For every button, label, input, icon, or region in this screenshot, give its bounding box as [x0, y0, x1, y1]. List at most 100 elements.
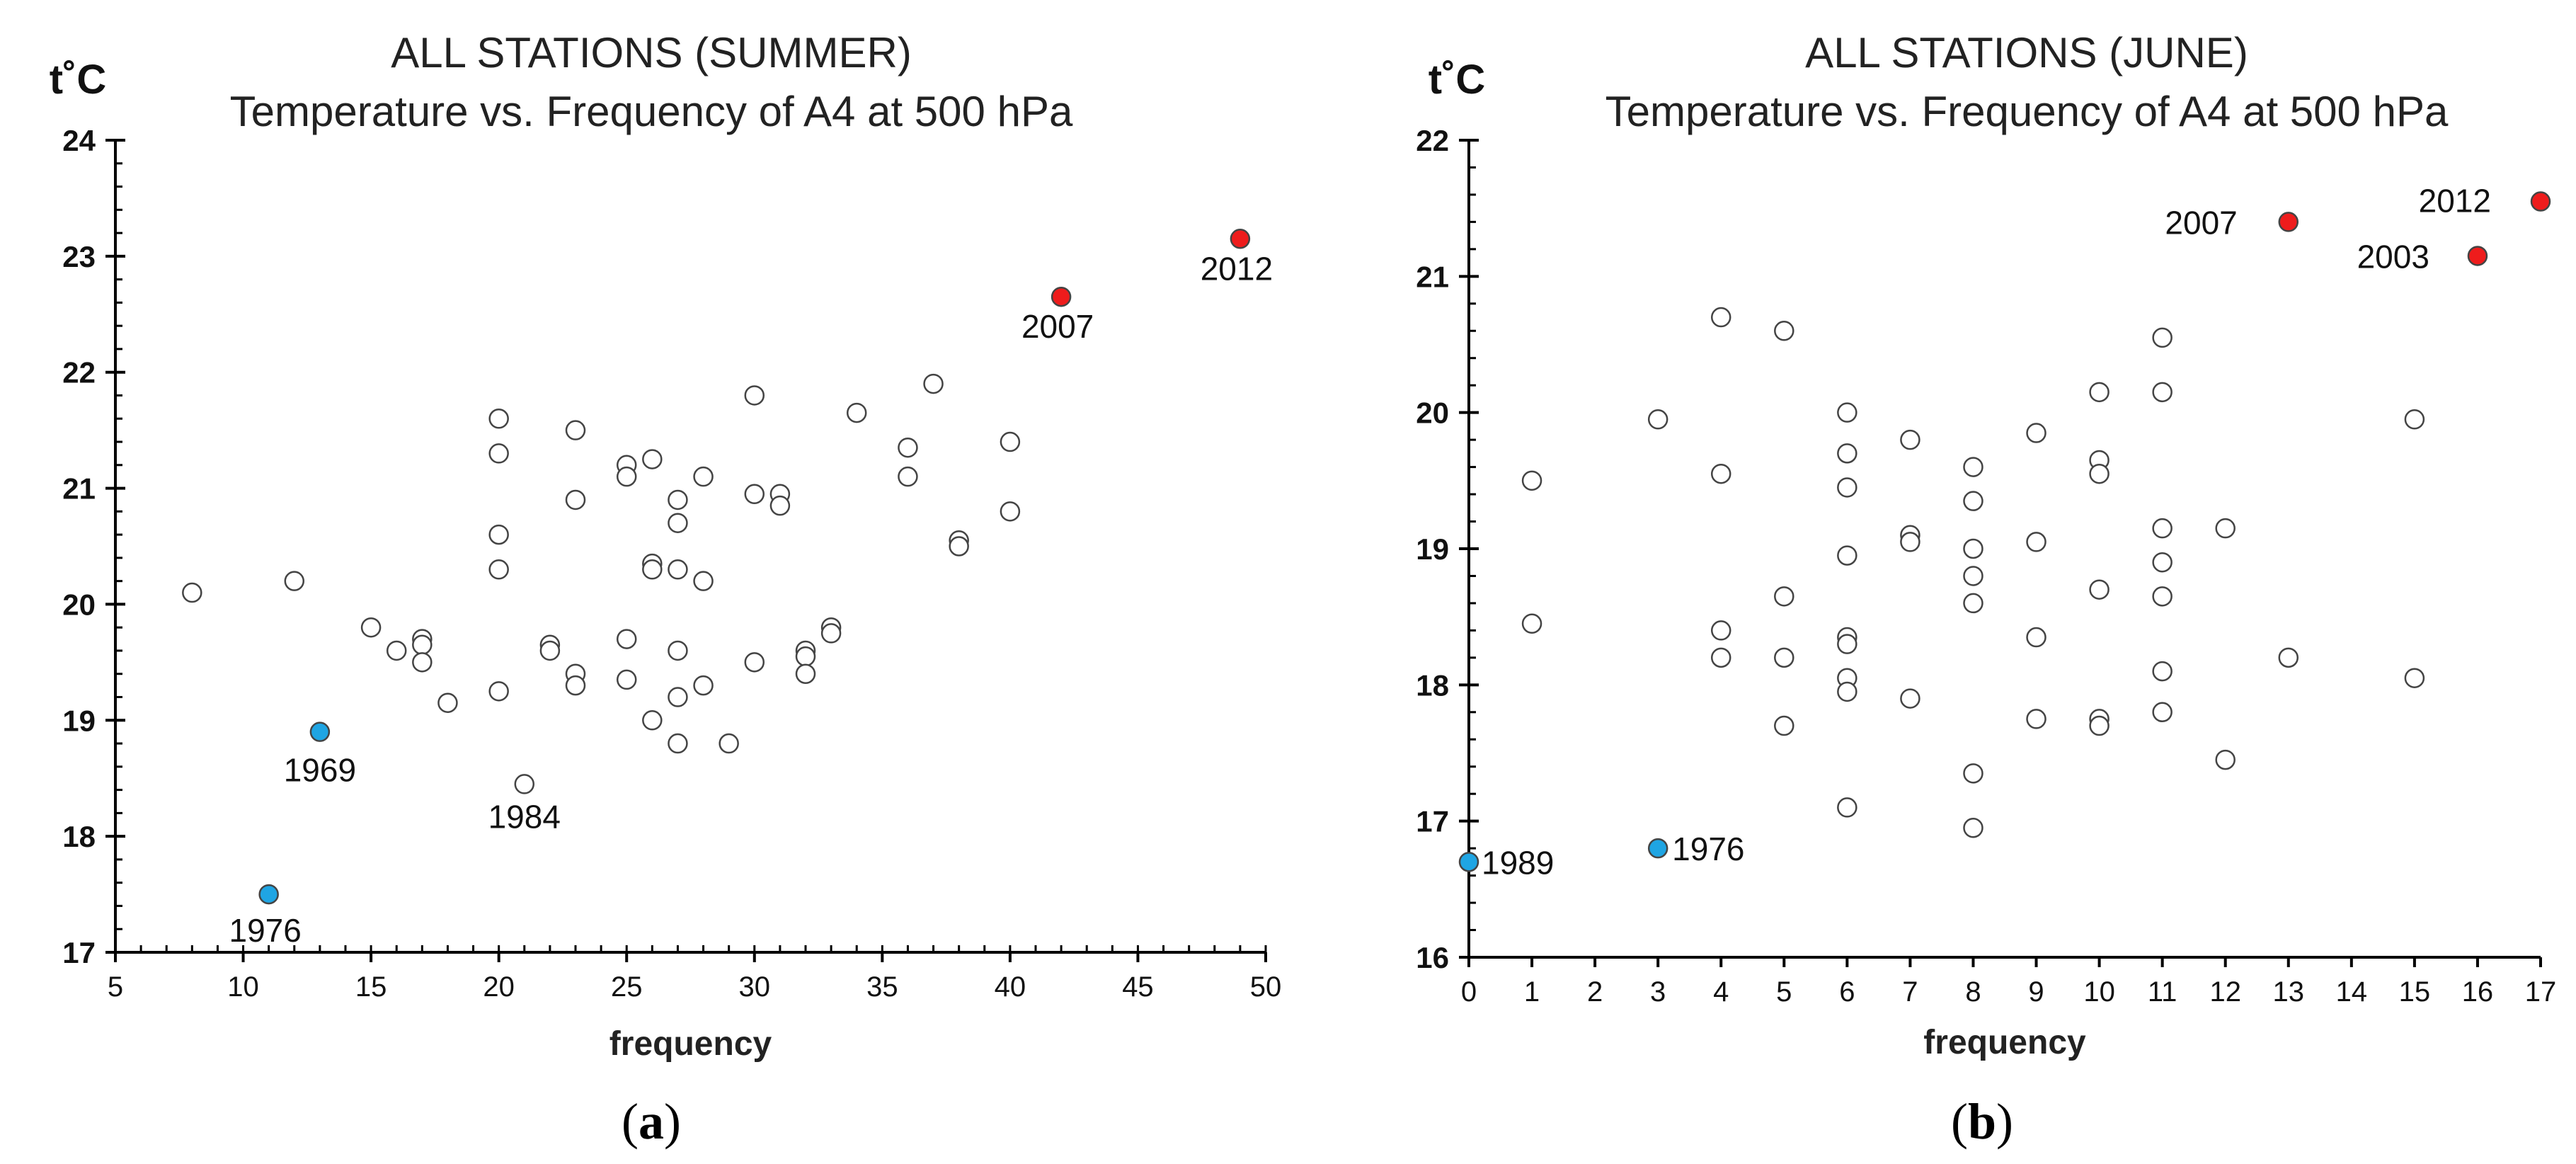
data-point [1710, 463, 1731, 484]
y-tick-label: 17 [62, 936, 96, 969]
panel-label: (a) [622, 1093, 681, 1150]
year-annotation: 2007 [1021, 308, 1094, 345]
data-point [1647, 838, 1668, 859]
x-tick-label: 16 [2462, 976, 2494, 1008]
year-annotation: 2012 [1201, 250, 1273, 287]
data-point [1837, 634, 1857, 654]
data-point [2530, 191, 2551, 212]
y-tick-label: 20 [62, 588, 96, 621]
y-axis-label: t˚C [50, 57, 107, 103]
data-point [514, 774, 535, 794]
year-annotation: 1969 [284, 752, 356, 789]
x-tick-label: 15 [2399, 976, 2431, 1008]
data-point [949, 536, 969, 557]
year-annotation: 1984 [488, 798, 561, 835]
y-axis-label: t˚C [1429, 57, 1486, 103]
y-tick-label: 24 [62, 124, 96, 157]
data-point [1710, 647, 1731, 668]
year-annotation: 1989 [1482, 844, 1554, 881]
data-point [1837, 797, 1857, 818]
data-point [2026, 532, 2047, 552]
data-point [668, 733, 688, 754]
data-point [2152, 327, 2173, 348]
data-point [488, 524, 509, 545]
data-point [769, 495, 791, 516]
data-point [898, 437, 918, 458]
data-point [182, 582, 202, 603]
series-hot-years [2278, 191, 2551, 266]
data-point [488, 409, 509, 429]
data-point [1900, 429, 1920, 450]
data-point [2089, 715, 2110, 736]
y-tick-label: 22 [62, 356, 96, 389]
chart-a: ALL STATIONS (SUMMER) Temperature vs. Fre… [50, 29, 1282, 1150]
data-point [2089, 463, 2110, 484]
y-tick-label: 18 [1416, 668, 1449, 702]
data-point [2404, 409, 2425, 430]
data-point [1458, 852, 1479, 872]
data-point [258, 884, 279, 905]
x-tick-label: 11 [2148, 976, 2177, 1008]
data-point [1963, 491, 1983, 511]
x-axis-label: frequency [1923, 1024, 2086, 1061]
year-annotation: 1976 [1672, 831, 1744, 867]
data-point [412, 652, 433, 673]
series-cold-years [1458, 838, 1668, 872]
data-point [795, 646, 816, 667]
data-point [668, 513, 688, 533]
data-point [565, 420, 586, 440]
data-point [386, 640, 407, 661]
data-point [1774, 321, 1794, 341]
data-point [898, 466, 918, 487]
data-point [923, 373, 944, 394]
data-point [795, 663, 816, 684]
data-point [1837, 681, 1857, 702]
x-tick-label: 8 [1965, 976, 1981, 1008]
data-point [565, 489, 586, 510]
data-point [2152, 661, 2173, 682]
data-point [2152, 586, 2173, 607]
x-tick-label: 9 [2028, 976, 2044, 1008]
data-point [2089, 579, 2110, 600]
data-point [1837, 477, 1857, 498]
data-point [539, 640, 561, 661]
data-point [1963, 538, 1983, 559]
y-tick-label: 20 [1416, 396, 1449, 430]
data-point [744, 385, 765, 406]
data-point [616, 466, 637, 487]
year-annotation: 1976 [229, 912, 301, 949]
chart-b: ALL STATIONS (JUNE) Temperature vs. Frequ… [1416, 29, 2556, 1150]
data-point [488, 443, 509, 464]
x-tick-label: 5 [108, 971, 123, 1003]
y-tick-label: 22 [1416, 124, 1449, 157]
data-point [820, 623, 842, 644]
data-point [693, 571, 714, 591]
data-point [2089, 382, 2110, 403]
data-point [2467, 246, 2488, 266]
data-point [1051, 286, 1072, 307]
data-point [642, 449, 663, 469]
series-cold-years [258, 721, 331, 905]
year-annotation: 2012 [2419, 183, 2491, 219]
data-point [1963, 593, 1983, 614]
data-point [1647, 409, 1668, 430]
data-point [2026, 709, 2047, 729]
data-point [565, 675, 586, 696]
data-point [1521, 470, 1542, 491]
data-point [668, 559, 688, 580]
data-point [1900, 532, 1920, 552]
x-tick-label: 20 [483, 971, 515, 1003]
data-point [744, 652, 765, 673]
x-tick-label: 7 [1902, 976, 1918, 1008]
y-tick-label: 18 [62, 820, 96, 853]
data-point [2215, 518, 2236, 539]
data-point [1963, 763, 1983, 784]
x-axis-label: frequency [609, 1025, 772, 1063]
x-tick-label: 6 [1839, 976, 1855, 1008]
data-point [2026, 423, 2047, 443]
data-point [744, 484, 765, 505]
data-point [488, 559, 509, 580]
series-other-years [182, 373, 1021, 794]
y-tick-label: 21 [1416, 260, 1449, 293]
x-tick-label: 5 [1776, 976, 1792, 1008]
